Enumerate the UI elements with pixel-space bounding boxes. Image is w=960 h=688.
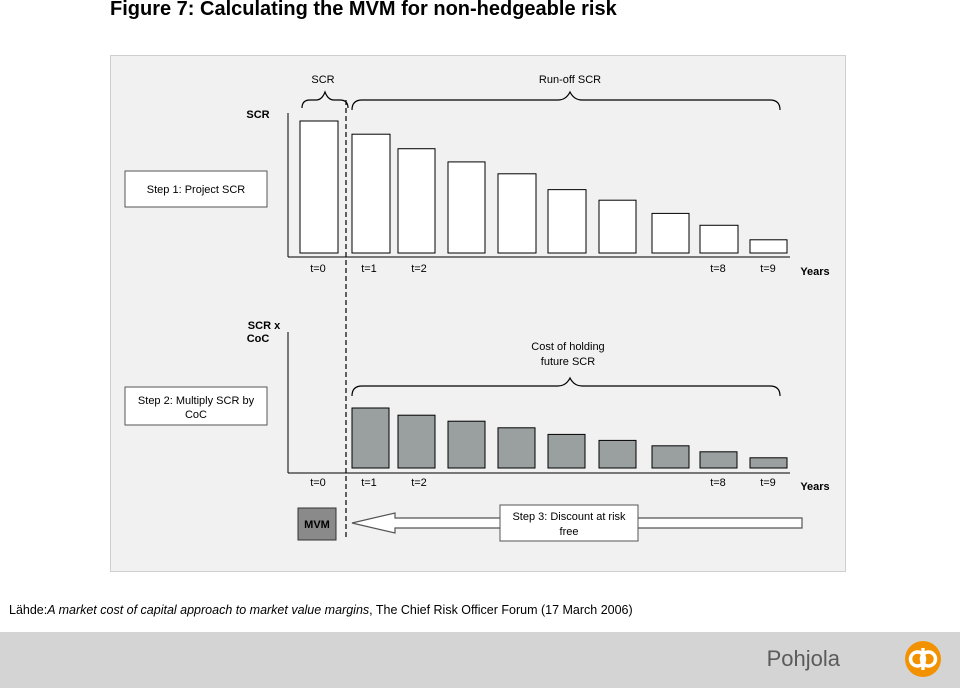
top-bar-8 xyxy=(699,224,739,254)
diagram-panel xyxy=(110,55,846,572)
bottom-bar-3 xyxy=(497,427,536,469)
caption-prefix: Lähde: xyxy=(9,603,48,617)
top-tick-t2: t=2 xyxy=(411,263,427,275)
step1-label: Step 1: Project SCR xyxy=(147,184,245,196)
step3-label-2: free xyxy=(560,526,579,538)
step1-box xyxy=(124,170,268,208)
bottom-bar-4 xyxy=(547,433,586,469)
step2-box xyxy=(124,386,268,426)
top-bar-4 xyxy=(497,173,537,254)
bottom-bar-5 xyxy=(598,439,637,469)
footer-bar: Pohjola xyxy=(0,632,960,688)
top-bar-3 xyxy=(447,161,486,254)
bottom-tick-t0: t=0 xyxy=(310,477,326,489)
top-tick-t8: t=8 xyxy=(710,263,726,275)
figure-title: Figure 7: Calculating the MVM for non-he… xyxy=(110,0,617,20)
caption-suffix: , The Chief Risk Officer Forum (17 March… xyxy=(369,603,633,617)
scr-brace xyxy=(301,90,349,109)
bottom-bar-2 xyxy=(447,420,486,469)
top-y-axis-label: SCR xyxy=(246,109,269,121)
bottom-tick-t9: t=9 xyxy=(760,477,776,489)
step2-label-2: CoC xyxy=(185,409,207,421)
runoff-brace xyxy=(351,90,781,111)
top-tick-t0: t=0 xyxy=(310,263,326,275)
pohjola-logo-icon xyxy=(905,641,941,677)
bottom-bar-7 xyxy=(699,451,738,469)
top-bar-1 xyxy=(351,133,391,254)
top-bar-9 xyxy=(749,239,788,254)
step3-box xyxy=(499,504,639,542)
cost-brace xyxy=(351,376,781,397)
bottom-years-label: Years xyxy=(800,481,829,493)
bottom-bar-0 xyxy=(351,407,390,469)
top-bar-6 xyxy=(598,199,637,254)
cost-brace-label-2: future SCR xyxy=(541,356,595,368)
bottom-y-axis-label-2: CoC xyxy=(247,333,270,345)
mvm-label: MVM xyxy=(304,519,330,531)
top-bar-5 xyxy=(547,189,587,254)
top-years-label: Years xyxy=(800,266,829,278)
top-bar-0 xyxy=(299,120,339,254)
brand-name: Pohjola xyxy=(766,646,840,671)
cost-brace-label-1: Cost of holding xyxy=(531,341,604,353)
runoff-brace-label: Run-off SCR xyxy=(539,74,601,86)
bottom-bar-1 xyxy=(397,414,436,469)
top-tick-t1: t=1 xyxy=(361,263,377,275)
mvm-box xyxy=(297,507,337,541)
bottom-bars-group xyxy=(351,407,788,469)
bottom-bar-8 xyxy=(749,457,788,469)
step3-label-1: Step 3: Discount at risk xyxy=(512,511,626,523)
bottom-tick-t1: t=1 xyxy=(361,477,377,489)
bottom-tick-t8: t=8 xyxy=(710,477,726,489)
top-tick-t9: t=9 xyxy=(760,263,776,275)
top-bars-group xyxy=(299,120,788,254)
source-caption: Lähde:A market cost of capital approach … xyxy=(9,603,633,617)
bottom-bar-6 xyxy=(651,445,690,469)
top-bar-7 xyxy=(651,212,690,254)
bottom-y-axis-label-1: SCR x xyxy=(248,320,281,332)
step2-label-1: Step 2: Multiply SCR by xyxy=(138,395,255,407)
scr-brace-label: SCR xyxy=(311,74,334,86)
caption-title: A market cost of capital approach to mar… xyxy=(47,603,370,617)
bottom-tick-t2: t=2 xyxy=(411,477,427,489)
top-bar-2 xyxy=(397,148,436,254)
